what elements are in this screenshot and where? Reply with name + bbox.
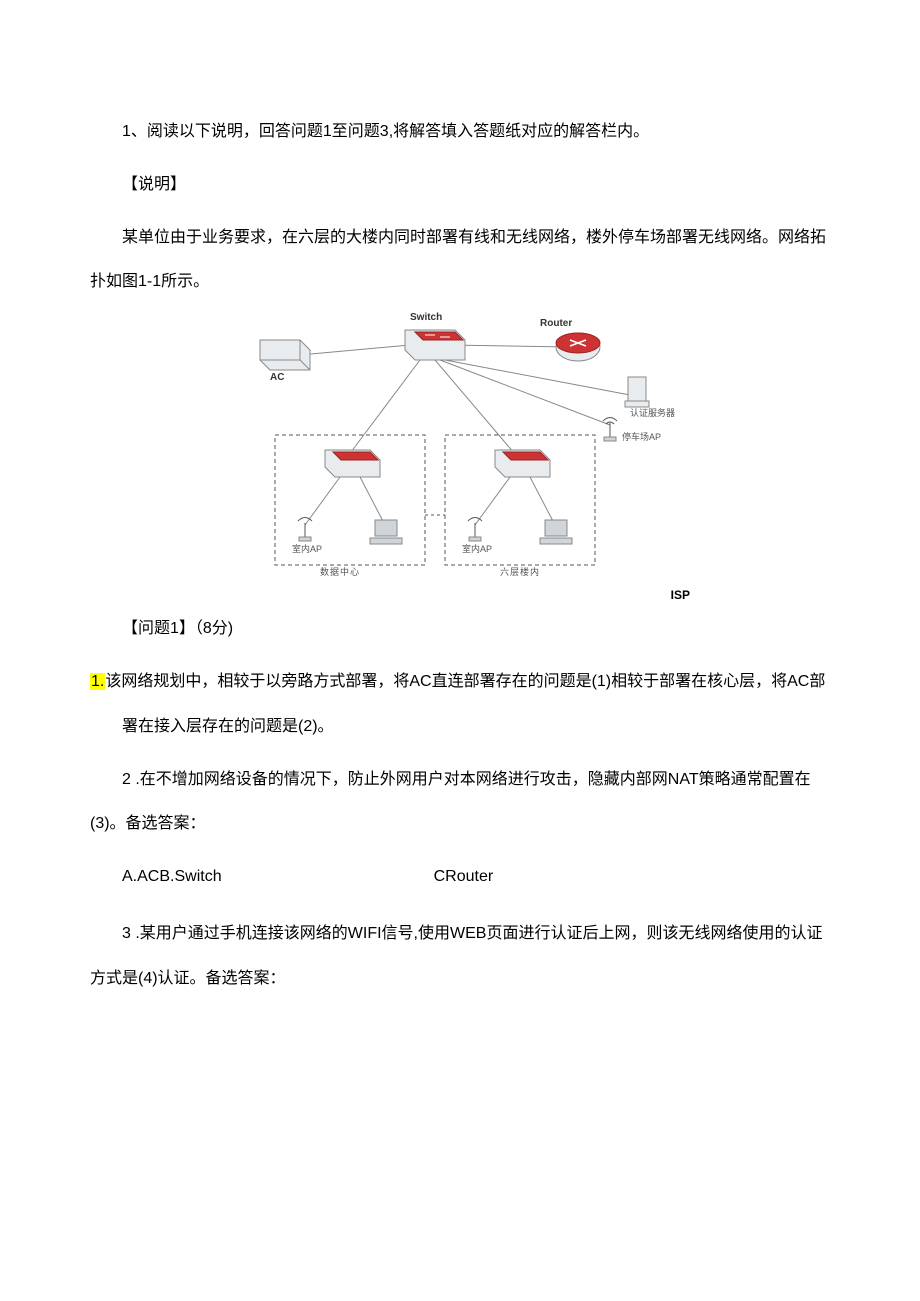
ac-node-icon <box>260 340 310 370</box>
switch-label: Switch <box>410 313 442 323</box>
core-switch-icon <box>405 330 465 360</box>
right-switch-icon <box>495 450 550 477</box>
auth-server-label: 认证服务器 <box>630 409 675 418</box>
note-label: 【说明】 <box>90 163 830 208</box>
router-label: Router <box>540 319 572 329</box>
topology-diagram: AC Switch Router 认证服务器 停车场AP 室内AP 室内AP 数… <box>230 315 690 585</box>
question-intro: 1、阅读以下说明，回答问题1至问题3,将解答填入答题纸对应的解答栏内。 <box>90 110 830 155</box>
q1-item-3: 3 .某用户通过手机连接该网络的WIFI信号,使用WEB页面进行认证后上网，则该… <box>90 912 830 1002</box>
option-c: CRouter <box>402 855 494 900</box>
router-icon <box>556 333 600 361</box>
parking-ap-icon <box>603 418 617 442</box>
q1-2-options: A.ACB.Switch CRouter <box>90 855 830 900</box>
q1-item-2: 2 .在不增加网络设备的情况下，防止外网用户对本网络进行攻击，隐藏内部网NAT策… <box>90 758 830 848</box>
option-a: A.ACB.Switch <box>90 855 222 900</box>
left-switch-icon <box>325 450 380 477</box>
right-indoor-ap-icon <box>468 518 482 542</box>
right-pc-icon <box>540 520 572 544</box>
q1-1-highlight: 1. <box>90 673 105 690</box>
q1-item-1: 1.该网络规划中，相较于以旁路方式部署，将AC直连部署存在的问题是(1)相较于部… <box>90 660 830 750</box>
topology-figure: AC Switch Router 认证服务器 停车场AP 室内AP 室内AP 数… <box>90 315 830 585</box>
left-group-caption: 数据中心 <box>320 568 360 577</box>
left-indoor-ap-icon <box>298 518 312 542</box>
left-ap-label: 室内AP <box>292 545 322 554</box>
right-group-caption: 六层楼内 <box>500 568 540 577</box>
q1-1-text: 该网络规划中，相较于以旁路方式部署，将AC直连部署存在的问题是(1)相较于部署在… <box>105 673 825 735</box>
parking-ap-label: 停车场AP <box>622 433 661 442</box>
ac-label: AC <box>270 373 284 383</box>
right-ap-label: 室内AP <box>462 545 492 554</box>
isp-caption: ISP <box>90 589 830 601</box>
auth-server-icon <box>625 377 649 407</box>
q1-heading: 【问题1】（8分) <box>90 607 830 652</box>
document-page: 1、阅读以下说明，回答问题1至问题3,将解答填入答题纸对应的解答栏内。 【说明】… <box>0 0 920 1301</box>
left-pc-icon <box>370 520 402 544</box>
note-body: 某单位由于业务要求，在六层的大楼内同时部署有线和无线网络，楼外停车场部署无线网络… <box>90 216 830 306</box>
